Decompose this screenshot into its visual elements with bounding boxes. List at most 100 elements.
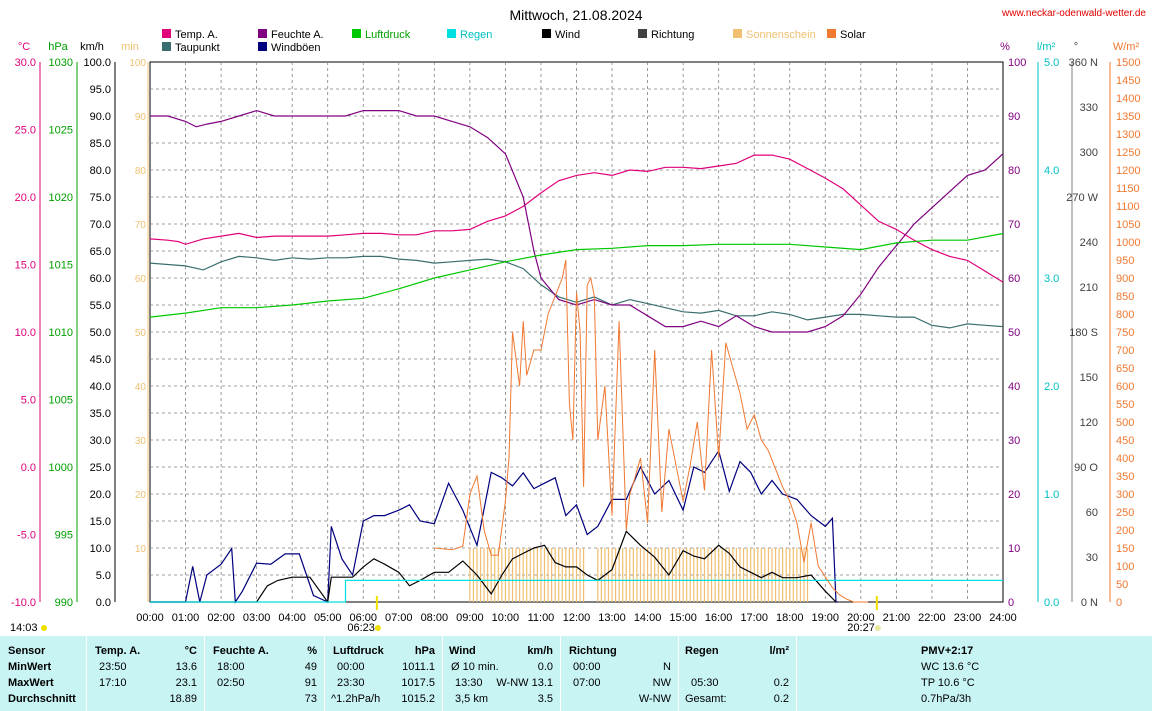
tick-label-hum: 50	[1008, 327, 1020, 339]
row-label-min: MinWert	[8, 661, 52, 673]
pmv-windchill: WC 13.6 °C	[921, 661, 980, 673]
marker-sunset-dot	[874, 625, 881, 631]
tick-label-wind: 95.0	[90, 84, 111, 96]
table-col-wind: Wind km/h Ø 10 min. 0.0 13:30 W-NW 13.1 …	[442, 636, 561, 711]
tick-label-dir: 270 W	[1066, 192, 1098, 204]
tick-label-solar: 800	[1116, 309, 1134, 321]
legend-label-gust: Windböen	[271, 42, 321, 54]
temp-min-time: 23:50	[99, 661, 127, 673]
legend-swatch-solar	[827, 29, 836, 38]
table-col-pmv: PMV+2:17 WC 13.6 °C TP 10.6 °C 0.7hPa/3h	[796, 636, 1152, 711]
tick-label-x: 05:00	[314, 612, 342, 624]
table-col-press: Luftdruck hPa 00:00 1011.1 23:30 1017.5 …	[324, 636, 443, 711]
tick-label-solar: 1500	[1116, 57, 1140, 69]
marker-now-dot	[41, 625, 47, 631]
tick-label-x: 07:00	[385, 612, 413, 624]
tick-label-solar: 650	[1116, 363, 1134, 375]
legend-swatch-wind	[542, 29, 551, 38]
tick-label-wind: 100.0	[83, 57, 111, 69]
press-min-time: 00:00	[337, 661, 365, 673]
tick-label-temp: 5.0	[21, 395, 36, 407]
marker-now-label: 14:03	[10, 622, 38, 634]
pmv-dewpoint: TP 10.6 °C	[921, 677, 975, 689]
dir-min-time: 00:00	[573, 661, 601, 673]
marker-sunrise-dot	[374, 625, 381, 631]
tick-label-solar: 50	[1116, 579, 1128, 591]
tick-label-solar: 350	[1116, 471, 1134, 483]
marker-sunrise-label: 06:23	[347, 622, 375, 634]
tick-label-pressure: 990	[55, 597, 73, 609]
legend-label-pressure: Luftdruck	[365, 29, 411, 41]
rain-max-value: 0.2	[773, 677, 789, 689]
tick-label-pressure: 1025	[49, 125, 73, 137]
tick-label-hum: 100	[1008, 57, 1026, 69]
axis-unit-rain: l/m²	[1037, 41, 1056, 53]
tick-label-temp: 15.0	[15, 260, 36, 272]
tick-label-sun: 80	[135, 166, 147, 177]
dir-min-value: N	[663, 661, 671, 673]
axis-unit-dir: °	[1074, 41, 1078, 53]
tick-label-hum: 10	[1008, 543, 1020, 555]
tick-label-dir: 60	[1086, 507, 1098, 519]
tick-label-x: 00:00	[136, 612, 164, 624]
tick-label-x: 16:00	[705, 612, 733, 624]
tick-label-solar: 750	[1116, 327, 1134, 339]
website-link: www.neckar-odenwald-wetter.de	[1001, 8, 1146, 19]
rain-total-value: 0.2	[773, 693, 789, 705]
tick-label-dir: 330	[1080, 102, 1098, 114]
tick-label-wind: 50.0	[90, 327, 111, 339]
tick-label-x: 04:00	[278, 612, 306, 624]
tick-label-temp: 25.0	[15, 125, 36, 137]
table-col-hum: Feuchte A. % 18:00 49 02:50 91 73	[204, 636, 325, 711]
tick-label-x: 10:00	[492, 612, 520, 624]
tick-label-temp: 10.0	[15, 327, 36, 339]
table-unit-temp: °C	[184, 645, 197, 657]
table-unit-press: hPa	[414, 645, 435, 657]
legend-label-dew: Taupunkt	[175, 42, 220, 54]
tick-label-x: 19:00	[812, 612, 840, 624]
hum-min-time: 18:00	[217, 661, 245, 673]
rain-max-time: 05:30	[691, 677, 719, 689]
tick-label-x: 13:00	[598, 612, 626, 624]
tick-label-x: 08:00	[421, 612, 449, 624]
tick-label-x: 11:00	[528, 612, 555, 624]
tick-label-hum: 30	[1008, 435, 1020, 447]
tick-label-solar: 600	[1116, 381, 1134, 393]
tick-label-pressure: 1015	[49, 260, 73, 272]
tick-label-solar: 550	[1116, 399, 1134, 411]
hum-min-value: 49	[304, 661, 317, 673]
axis-unit-sun: min	[121, 41, 139, 53]
tick-label-solar: 0	[1116, 597, 1122, 609]
wind-distance: 3,5 km	[455, 693, 489, 705]
tick-label-wind: 25.0	[90, 462, 111, 474]
tick-label-hum: 0	[1008, 597, 1014, 609]
tick-label-x: 01:00	[172, 612, 200, 624]
tick-label-pressure: 1005	[49, 395, 73, 407]
tick-label-dir: 240	[1080, 237, 1098, 249]
tick-label-wind: 40.0	[90, 381, 111, 393]
series-line-luftdruck	[149, 232, 1004, 318]
tick-label-solar: 1300	[1116, 129, 1140, 141]
tick-label-x: 15:00	[669, 612, 697, 624]
tick-label-solar: 950	[1116, 255, 1134, 267]
tick-label-wind: 75.0	[90, 192, 111, 204]
tick-label-solar: 200	[1116, 525, 1134, 537]
tick-label-wind: 35.0	[90, 408, 111, 420]
table-header-hum: Feuchte A.	[213, 645, 269, 657]
tick-label-wind: 90.0	[90, 111, 111, 123]
temp-min-value: 13.6	[175, 661, 197, 673]
table-col-dir: Richtung 00:00 N 07:00 NW W-NW	[560, 636, 679, 711]
tick-label-rain: 3.0	[1044, 273, 1059, 285]
wind-max-value: W-NW 13.1	[496, 677, 553, 689]
tick-label-sun: 70	[135, 220, 147, 231]
legend-swatch-rain	[447, 29, 456, 38]
tick-label-temp: -10.0	[11, 597, 36, 609]
press-avg-value: 1015.2	[401, 693, 435, 705]
legend-label-temp: Temp. A.	[175, 29, 218, 41]
series-line-wind	[150, 530, 837, 604]
weather-chart: Mittwoch, 21.08.2024 www.neckar-odenwald-…	[10, 7, 1146, 634]
tick-label-pressure: 1030	[49, 57, 73, 69]
tick-label-sun: 20	[135, 490, 147, 501]
tick-label-temp: 30.0	[15, 57, 36, 69]
